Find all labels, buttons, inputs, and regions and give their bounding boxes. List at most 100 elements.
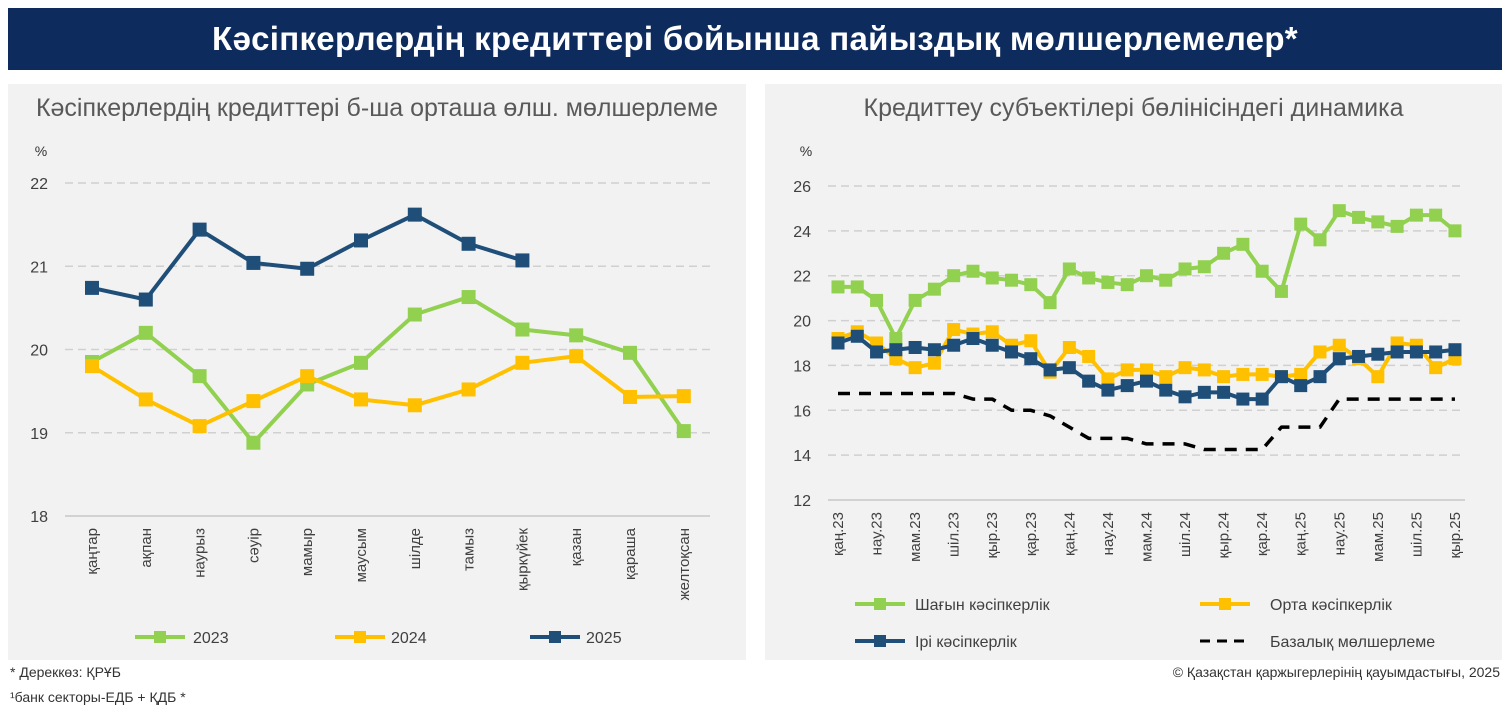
data-point [1332,338,1346,352]
data-point [966,332,980,346]
data-point [1429,361,1443,375]
data-point [1139,363,1153,377]
data-point [1005,345,1019,359]
data-point [1159,370,1173,384]
data-point [1101,372,1115,386]
data-point [407,398,422,413]
source-note: * Дереккөз: ҚРҰБ [10,664,121,680]
x-tick-label: шілде [407,528,424,569]
y-axis-unit: % [35,143,47,159]
data-point [300,369,315,384]
data-point [1120,278,1134,292]
data-point [569,328,584,343]
x-tick-label: шіл.24 [1177,512,1194,557]
right-chart: % 12 14 16 18 20 22 24 26 қаң.23 нау.23 мам.23 шіл.2… [793,143,1465,651]
x-tick-label: нау.24 [1100,512,1117,555]
data-point [985,271,999,285]
data-point [1294,367,1308,381]
data-point [246,435,261,450]
legend-label: Ірі кәсіпкерлік [915,634,1018,651]
data-point [1178,262,1192,276]
data-point [850,280,864,294]
x-tick-label: қыркүйек [514,528,531,591]
data-point [908,340,922,354]
data-point [676,424,691,439]
data-point [831,336,845,350]
x-tick-label: мам.25 [1370,512,1387,562]
data-point [461,236,476,251]
data-point [85,280,99,295]
data-point [850,329,864,343]
data-point [1332,204,1346,218]
data-point [1139,374,1153,388]
x-tick-label: қаң.25 [1293,512,1310,556]
y-tick-label: 20 [30,343,48,360]
data-point [1178,390,1192,404]
data-point [1024,334,1038,348]
y-tick-label: 26 [793,179,811,196]
x-tick-label: қаңтар [84,528,101,575]
page-title: Кәсіпкерлердің кредиттері бойынша пайызд… [8,8,1502,70]
right-chart-panel: Кредиттеу субъектілері бөлінісіндегі дин… [765,84,1502,660]
data-point [1178,361,1192,375]
data-point [1120,363,1134,377]
data-point [1120,379,1134,393]
data-point [908,361,922,375]
x-tick-label: қар.24 [1254,512,1271,556]
data-point [354,233,368,248]
x-tick-label: мамыр [299,528,316,576]
data-point [246,394,261,409]
legend-label: Базалық мөлшерлеме [1270,634,1435,651]
x-tick-label: қаң.24 [1061,512,1078,556]
data-point [1082,374,1096,388]
y-tick-label: 18 [30,509,48,526]
data-point [1043,296,1057,310]
x-tick-label: наурыз [192,528,209,578]
data-point [1236,237,1250,251]
data-point [1159,273,1173,287]
x-tick-label: қар.23 [1023,512,1040,556]
legend-marker [154,631,166,643]
x-tick-label: қыр.23 [984,512,1001,559]
data-point [1274,284,1288,298]
data-point [1255,367,1269,381]
data-point [1274,370,1288,384]
data-point [515,355,530,370]
data-point [1448,343,1462,357]
data-point [1062,262,1076,276]
legend-label: Орта кәсіпкерлік [1270,597,1393,614]
data-point [1024,278,1038,292]
data-point [1139,269,1153,283]
left-chart-title: Кәсіпкерлердің кредиттері б-ша орташа өл… [35,94,719,122]
y-tick-label: 21 [30,259,48,276]
data-point [1390,345,1404,359]
data-point [947,269,961,283]
data-point [908,293,922,307]
data-point [985,338,999,352]
data-point [1082,271,1096,285]
x-tick-label: ақпан [138,528,155,568]
footnote: ¹банк секторы-ЕДБ + ҚДБ * [10,689,186,705]
left-chart: % 18 19 20 21 22 қаңтар ақпан наурыз сәуір мамыр ма… [30,143,710,647]
x-tick-label: нау.23 [869,512,886,555]
x-tick-label: шіл.25 [1408,512,1425,557]
legend-marker [549,631,561,643]
x-tick-label: нау.25 [1331,512,1348,555]
data-point [1294,379,1308,393]
data-point [569,349,584,364]
x-tick-label: қаң.23 [830,512,847,556]
data-point [407,207,422,222]
data-point [1371,370,1385,384]
data-point [1429,208,1443,222]
series-line-Базалық мөлшерлеме [838,391,1455,452]
data-point [1197,385,1211,399]
data-point [461,382,476,397]
series-line-2025 [91,212,523,302]
y-axis-unit: % [800,143,812,159]
data-point [966,264,980,278]
x-tick-label: қазан [568,528,585,566]
data-point [1197,260,1211,274]
data-point [85,359,99,374]
data-point [354,355,368,370]
data-point [889,343,903,357]
